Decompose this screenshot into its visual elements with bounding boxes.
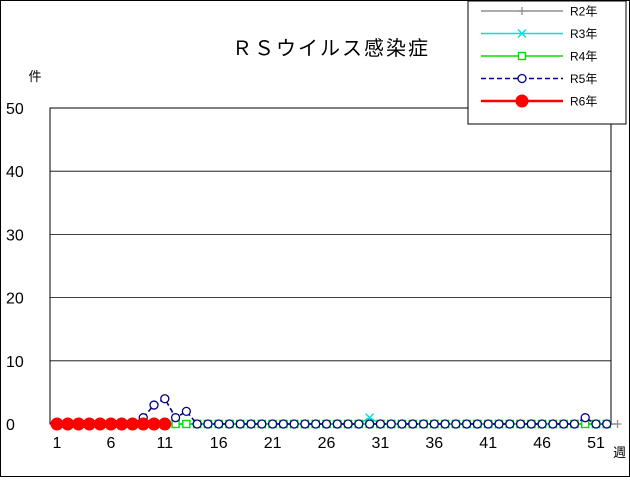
legend-label: R3年 — [570, 27, 597, 41]
data-point — [136, 417, 150, 431]
data-point — [203, 419, 213, 429]
data-point — [386, 419, 396, 429]
data-point — [182, 419, 191, 429]
y-tick-label: 0 — [6, 417, 15, 434]
x-tick-label: 31 — [372, 435, 390, 452]
data-point — [50, 417, 64, 431]
data-point — [267, 419, 278, 429]
x-tick-label: 1 — [53, 435, 62, 452]
data-point — [343, 419, 353, 429]
x-tick-label: 46 — [533, 435, 551, 452]
y-tick-label: 20 — [6, 291, 24, 308]
data-point — [429, 419, 439, 429]
legend-label: R5年 — [570, 72, 597, 86]
legend-label: R2年 — [570, 5, 597, 19]
data-point — [311, 419, 321, 429]
data-point — [82, 417, 96, 431]
data-point — [461, 419, 472, 429]
data-point — [158, 417, 172, 431]
y-tick-label: 40 — [6, 164, 24, 181]
x-tick-label: 21 — [264, 435, 282, 452]
y-tick-label: 10 — [6, 354, 24, 371]
chart-title: ＲＳウイルス感染症 — [232, 37, 430, 60]
data-point — [580, 413, 590, 423]
legend: R2年 R3年 R4年 R5年 R6年 — [467, 0, 627, 125]
data-point — [613, 420, 622, 428]
data-point — [472, 419, 483, 429]
data-point — [602, 419, 612, 429]
data-point — [300, 419, 310, 429]
data-point — [214, 419, 224, 429]
data-point — [321, 419, 332, 429]
data-point — [591, 419, 601, 429]
data-point — [115, 417, 129, 431]
plot-area — [49, 107, 612, 425]
legend-marker — [517, 73, 527, 84]
legend-box — [467, 0, 627, 125]
legend-marker — [515, 94, 529, 108]
y-axis-label: 件 — [28, 69, 41, 84]
data-point — [354, 419, 364, 429]
series-5 — [50, 417, 172, 431]
data-point — [257, 419, 267, 429]
data-point — [494, 419, 504, 429]
data-point — [483, 419, 493, 429]
data-point — [72, 417, 86, 431]
data-point — [149, 400, 159, 410]
data-point — [515, 419, 526, 429]
data-point — [408, 419, 418, 429]
data-point — [160, 394, 170, 404]
x-tick-labels: 1 6 11 16 21 26 31 36 41 46 51 — [53, 435, 605, 452]
x-tick-label: 26 — [318, 435, 336, 452]
data-point — [526, 419, 536, 429]
legend-marker — [517, 29, 527, 38]
data-point — [440, 419, 450, 429]
y-tick-label: 30 — [6, 227, 24, 244]
x-axis-label: 週 — [613, 445, 626, 460]
data-point — [104, 417, 118, 431]
data-point — [289, 419, 299, 429]
data-point — [192, 419, 202, 429]
y-tick-label: 50 — [6, 101, 24, 118]
data-point — [332, 419, 342, 429]
data-point — [548, 419, 558, 429]
data-point — [278, 419, 289, 429]
legend-marker — [517, 51, 527, 61]
x-tick-label: 11 — [156, 435, 173, 452]
data-point — [170, 413, 181, 423]
data-point — [537, 419, 547, 429]
data-point — [375, 419, 386, 429]
data-point — [61, 417, 75, 431]
series-layer — [50, 394, 622, 431]
x-tick-label: 16 — [210, 435, 228, 452]
data-point — [451, 419, 461, 429]
legend-marker — [518, 7, 526, 15]
data-point — [235, 419, 245, 429]
data-point — [125, 417, 139, 431]
grid-lines — [50, 170, 611, 362]
data-point — [364, 419, 375, 429]
data-point — [181, 406, 192, 417]
data-point — [224, 419, 235, 429]
x-tick-label: 51 — [587, 435, 605, 452]
x-tick-label: 41 — [479, 435, 497, 452]
data-point — [93, 417, 107, 431]
data-point — [569, 419, 580, 429]
x-tick-label: 36 — [425, 435, 443, 452]
legend-label: R4年 — [570, 50, 597, 64]
data-point — [397, 419, 407, 429]
data-point — [147, 417, 161, 431]
data-point — [246, 419, 256, 429]
y-tick-labels: 0 10 20 30 40 50 — [6, 101, 24, 434]
data-point — [418, 419, 429, 429]
legend-label: R6年 — [570, 95, 597, 109]
series-line-4 — [57, 397, 607, 425]
data-point — [505, 419, 515, 429]
x-tick-label: 6 — [106, 435, 115, 452]
data-point — [559, 419, 569, 429]
